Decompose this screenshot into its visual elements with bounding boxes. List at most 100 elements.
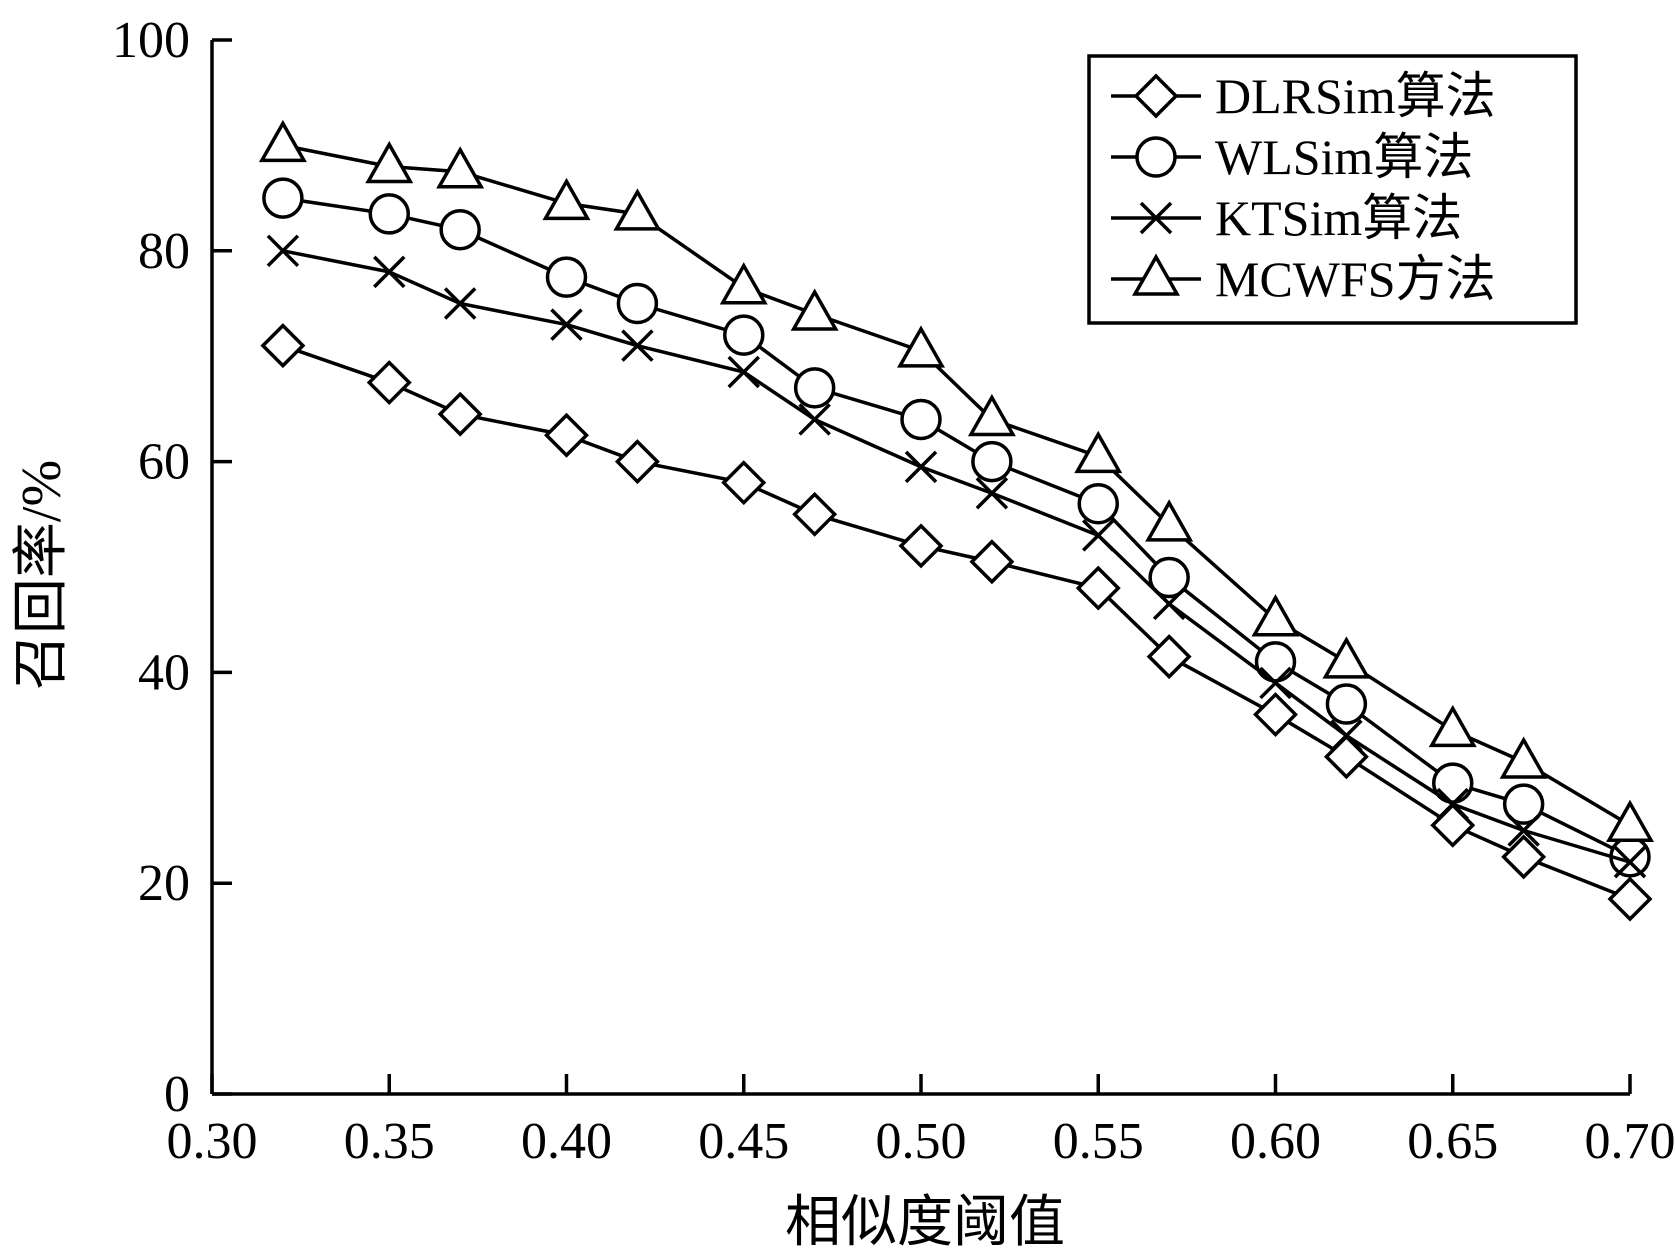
series-1 xyxy=(260,323,1653,922)
x-tick-label: 0.70 xyxy=(1585,1113,1675,1170)
data-point xyxy=(1613,845,1647,879)
marker-x-stroke xyxy=(1436,787,1469,821)
marker-x-stroke xyxy=(975,476,1009,510)
y-tick-label: 80 xyxy=(138,223,190,280)
data-point xyxy=(262,177,304,219)
data-point xyxy=(1251,594,1300,637)
data-point xyxy=(1148,556,1190,599)
data-point xyxy=(792,491,838,537)
marker-x-stroke xyxy=(1330,719,1363,752)
data-point xyxy=(613,188,662,231)
x-tick-label: 0.55 xyxy=(1053,1113,1144,1170)
legend-item: DLRSim算法 xyxy=(1111,68,1496,124)
data-point xyxy=(1507,814,1540,847)
x-tick-label: 0.60 xyxy=(1230,1113,1321,1170)
data-point xyxy=(1499,736,1548,779)
data-point xyxy=(1502,783,1545,825)
data-point xyxy=(1430,802,1476,848)
data-point xyxy=(1436,787,1469,821)
data-point xyxy=(967,393,1016,437)
x-tick-label: 0.35 xyxy=(344,1113,435,1170)
legend-marker xyxy=(1135,136,1177,178)
series-line xyxy=(282,196,1631,859)
data-point xyxy=(436,146,485,189)
data-point xyxy=(1074,430,1123,474)
data-point xyxy=(971,440,1013,483)
data-point xyxy=(542,177,591,221)
data-point xyxy=(614,439,660,485)
data-point xyxy=(1146,634,1192,680)
data-point xyxy=(258,119,307,163)
y-tick-label: 20 xyxy=(138,855,190,912)
marker-x-stroke xyxy=(1139,201,1173,235)
x-axis-title: 相似度阈值 xyxy=(785,1192,1065,1254)
marker-x-stroke xyxy=(550,308,583,341)
data-point xyxy=(793,367,836,409)
data-point xyxy=(1607,876,1653,922)
data-point xyxy=(373,255,406,289)
legend-label: MCWFS方法 xyxy=(1215,251,1496,307)
data-point xyxy=(368,193,410,235)
marker-x-stroke xyxy=(1613,845,1647,879)
x-tick-label: 0.65 xyxy=(1407,1113,1498,1170)
marker-x-stroke xyxy=(373,255,406,289)
data-point xyxy=(1428,704,1477,748)
data-point xyxy=(719,262,768,305)
data-point xyxy=(896,325,946,368)
legend-label: WLSim算法 xyxy=(1215,129,1473,185)
marker-x-stroke xyxy=(266,234,300,268)
data-point xyxy=(898,523,944,569)
legend-marker xyxy=(1133,73,1179,119)
data-point xyxy=(1152,587,1186,621)
series-line xyxy=(282,249,1631,864)
data-point xyxy=(1501,834,1547,880)
data-point xyxy=(975,476,1009,510)
marker-x-stroke xyxy=(798,403,831,436)
data-point xyxy=(550,308,583,341)
data-point xyxy=(1145,499,1194,542)
legend-marker xyxy=(1131,253,1181,296)
axes: 0 20 40 60 80 100 0.30 0.35 0.40 0.45 0.50 0.55 0.60… xyxy=(112,12,1675,1170)
data-point xyxy=(721,460,767,506)
data-point xyxy=(1077,483,1119,525)
data-point xyxy=(1605,799,1655,842)
data-point xyxy=(904,450,938,484)
data-point xyxy=(1330,719,1363,752)
legend-item: MCWFS方法 xyxy=(1111,251,1496,307)
marker-x-stroke xyxy=(904,450,938,484)
data-point xyxy=(366,360,412,406)
data-point xyxy=(798,403,831,436)
x-tick-label: 0.50 xyxy=(876,1113,967,1170)
data-point xyxy=(439,208,481,251)
series-3 xyxy=(266,234,1647,879)
series-layer xyxy=(258,119,1655,922)
data-point xyxy=(545,256,588,298)
data-point xyxy=(443,287,477,320)
marker-x-stroke xyxy=(1082,519,1115,552)
marker-x-stroke xyxy=(1507,814,1540,847)
data-point xyxy=(723,314,765,356)
marker-x-stroke xyxy=(1152,587,1186,621)
y-tick-label: 40 xyxy=(138,644,190,701)
y-axis-title: 召回率/% xyxy=(11,460,73,690)
x-tick-label: 0.30 xyxy=(167,1113,258,1170)
data-point xyxy=(1082,519,1115,552)
data-point xyxy=(544,412,589,458)
x-tick-label: 0.40 xyxy=(521,1113,612,1170)
marker-x-stroke xyxy=(1259,666,1292,700)
data-point xyxy=(616,282,659,325)
marker-x-stroke xyxy=(443,287,477,320)
y-tick-label: 60 xyxy=(138,434,190,491)
legend-item: KTSim算法 xyxy=(1111,190,1462,246)
data-point xyxy=(365,140,414,184)
data-point xyxy=(266,234,300,268)
series-line xyxy=(282,344,1631,901)
x-tick-label: 0.45 xyxy=(698,1113,789,1170)
marker-x-stroke xyxy=(621,329,654,362)
data-point xyxy=(727,355,760,389)
legend-label: KTSim算法 xyxy=(1215,190,1462,246)
data-point xyxy=(1253,692,1298,738)
y-tick-label: 0 xyxy=(164,1066,190,1123)
